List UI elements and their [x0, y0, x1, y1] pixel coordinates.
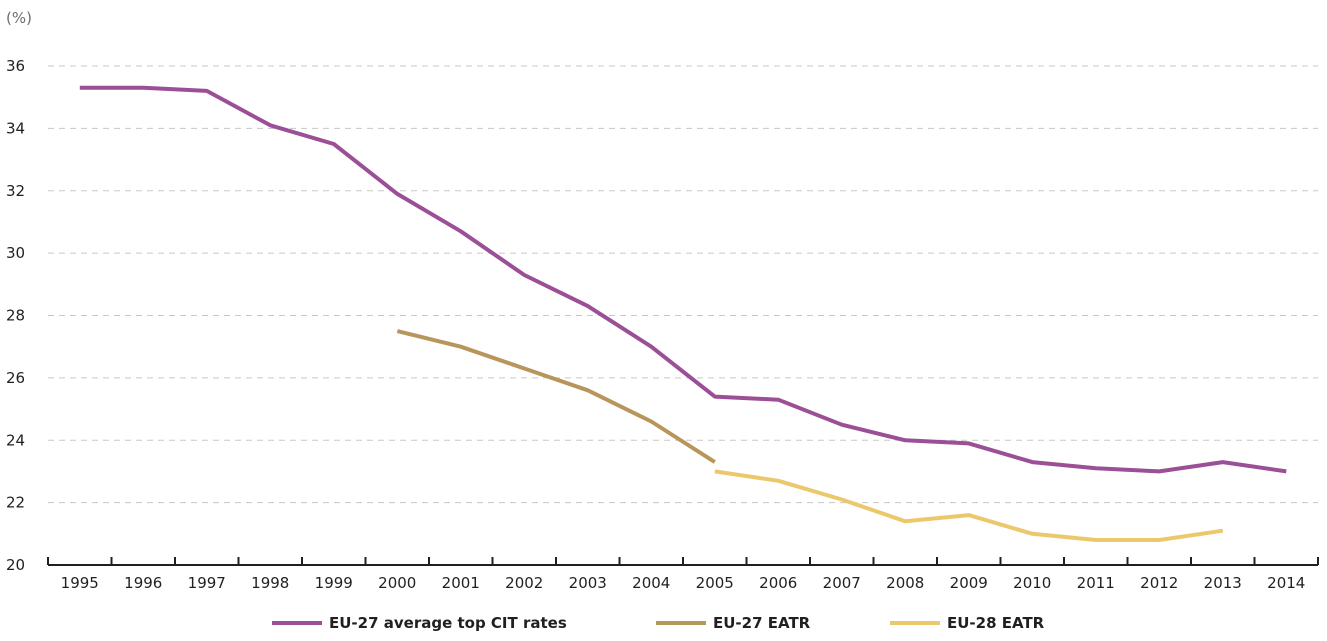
y-axis-unit-label: (%) — [6, 9, 32, 27]
y-tick-label: 34 — [6, 119, 25, 137]
series-line-2 — [396, 329, 716, 464]
legend-item: EU-27 EATR — [656, 614, 811, 632]
x-axis: 1995 1996 1997 1998 1999 2000 2001 2002 2003 2004… — [47, 557, 1319, 592]
series-line-1 — [79, 85, 1287, 474]
x-tick-label: 2008 — [886, 574, 924, 592]
x-tick-label: 2013 — [1204, 574, 1242, 592]
y-tick-label: 24 — [6, 431, 25, 449]
x-tick-label: 1998 — [251, 574, 289, 592]
x-tick-label: 2007 — [823, 574, 861, 592]
y-tick-label: 28 — [6, 307, 25, 325]
x-tick-label: 2006 — [759, 574, 797, 592]
y-tick-label: 32 — [6, 182, 25, 200]
series-layer — [79, 85, 1287, 542]
y-tick-label: 36 — [6, 57, 25, 75]
x-tick-label: 1996 — [124, 574, 162, 592]
legend-label: EU-27 EATR — [713, 614, 811, 632]
x-tick-label: 2014 — [1267, 574, 1305, 592]
x-tick-label: 2011 — [1077, 574, 1115, 592]
legend-label: EU-27 average top CIT rates — [329, 614, 567, 632]
x-tick-label: 2000 — [378, 574, 416, 592]
x-tick-label: 2009 — [950, 574, 988, 592]
x-tick-label: 2004 — [632, 574, 670, 592]
legend-item: EU-27 average top CIT rates — [272, 614, 567, 632]
y-axis-ticks: 20 22 24 26 28 30 32 34 36 — [6, 57, 25, 574]
y-tick-label: 30 — [6, 244, 25, 262]
x-tick-label: 2012 — [1140, 574, 1178, 592]
x-tick-label: 2005 — [696, 574, 734, 592]
y-tick-label: 26 — [6, 369, 25, 387]
x-tick-label: 1997 — [188, 574, 226, 592]
x-tick-label: 2010 — [1013, 574, 1051, 592]
x-tick-label: 2003 — [569, 574, 607, 592]
y-tick-label: 20 — [6, 556, 25, 574]
x-tick-label: 2001 — [442, 574, 480, 592]
series-line-3 — [714, 469, 1224, 542]
legend: EU-27 average top CIT rates EU-27 EATR EU-… — [272, 614, 1045, 632]
y-tick-label: 22 — [6, 494, 25, 512]
legend-label: EU-28 EATR — [947, 614, 1045, 632]
legend-item: EU-28 EATR — [890, 614, 1045, 632]
x-tick-label: 2002 — [505, 574, 543, 592]
x-tick-label: 1995 — [61, 574, 99, 592]
x-tick-label: 1999 — [315, 574, 353, 592]
grid-layer — [48, 65, 1318, 504]
